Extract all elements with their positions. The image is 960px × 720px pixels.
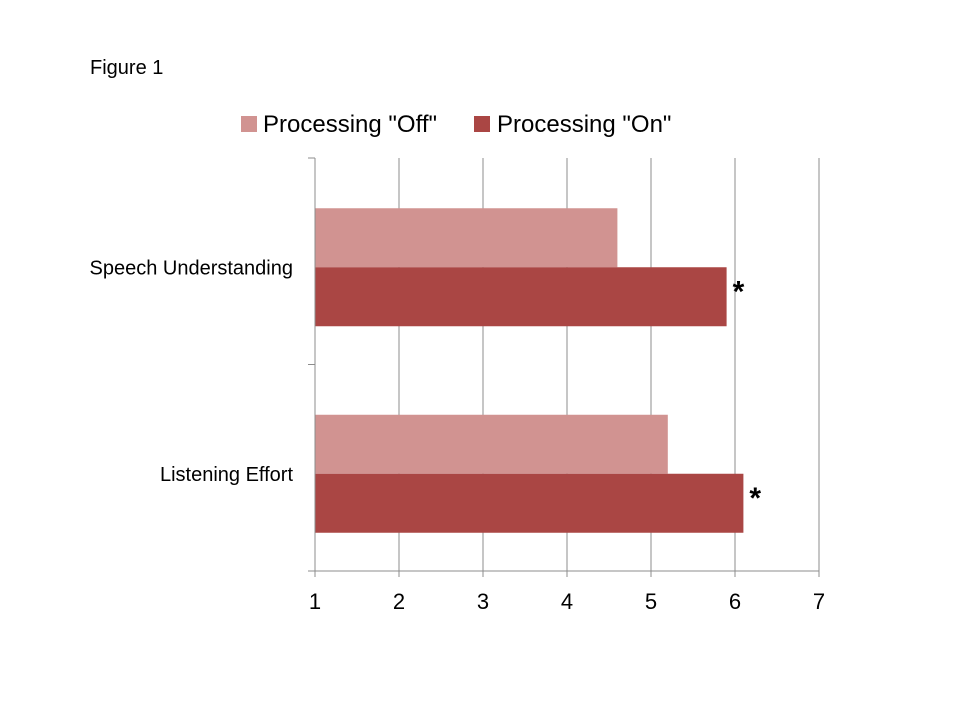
category-label: Speech Understanding bbox=[90, 257, 293, 279]
x-tick-label: 1 bbox=[309, 589, 321, 614]
significance-marker: * bbox=[733, 275, 745, 308]
category-label: Listening Effort bbox=[160, 464, 293, 486]
significance-marker: * bbox=[749, 482, 761, 515]
legend-swatch bbox=[241, 116, 257, 132]
bar bbox=[315, 473, 744, 533]
bar bbox=[315, 208, 618, 268]
bar bbox=[315, 414, 668, 474]
x-tick-label: 5 bbox=[645, 589, 657, 614]
x-tick-label: 3 bbox=[477, 589, 489, 614]
bars: ** bbox=[315, 208, 761, 533]
legend-label: Processing "Off" bbox=[263, 111, 437, 138]
x-tick-label: 2 bbox=[393, 589, 405, 614]
legend: Processing "Off" Processing "On" bbox=[241, 111, 671, 138]
bar bbox=[315, 267, 727, 327]
legend-swatch bbox=[474, 116, 490, 132]
x-tick-label: 4 bbox=[561, 589, 573, 614]
figure-label: Figure 1 bbox=[90, 57, 164, 79]
legend-label: Processing "On" bbox=[497, 111, 671, 138]
axes: Speech Understanding Listening Effort 1 2 3 4… bbox=[90, 157, 825, 614]
x-tick-label: 6 bbox=[729, 589, 741, 614]
x-tick-label: 7 bbox=[813, 589, 825, 614]
